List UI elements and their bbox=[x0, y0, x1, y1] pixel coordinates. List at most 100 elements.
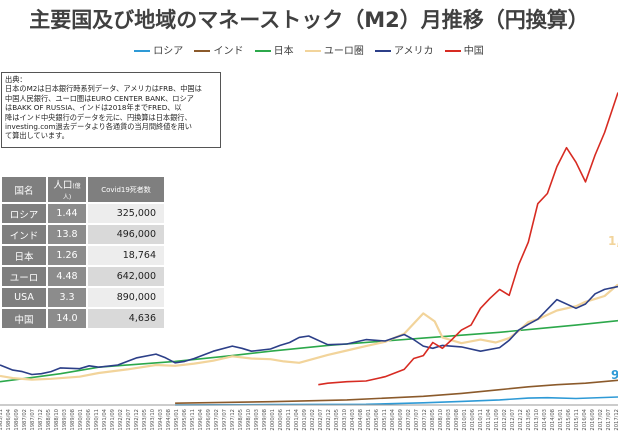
cell-covid-deaths: 642,000 bbox=[87, 266, 165, 287]
x-tick-label: 1994/08 bbox=[166, 409, 172, 431]
series-line-中国 bbox=[318, 92, 618, 386]
cell-country: USA bbox=[1, 287, 47, 308]
cell-population: 13.8 bbox=[47, 224, 87, 245]
x-tick-label: 1994/03 bbox=[158, 409, 164, 431]
x-tick-label: 2005/06 bbox=[374, 409, 380, 431]
cell-covid-deaths: 890,000 bbox=[87, 287, 165, 308]
header-country: 国名 bbox=[1, 176, 47, 203]
chart-legend: ロシア インド 日本 ユーロ圏 アメリカ 中国 bbox=[0, 42, 618, 57]
legend-item-india: インド bbox=[194, 42, 243, 57]
cell-population: 14.0 bbox=[47, 308, 87, 329]
x-tick-label: 2012/02 bbox=[502, 409, 508, 431]
value-label-russia: 9 bbox=[611, 368, 618, 382]
x-tick-label: 2005/01 bbox=[366, 409, 372, 431]
x-tick-label: 2000/06 bbox=[278, 409, 284, 431]
x-tick-label: 1988/10 bbox=[54, 409, 60, 431]
legend-item-china: 中国 bbox=[444, 42, 484, 57]
table-row: 中国 14.0 4,636 bbox=[1, 308, 165, 329]
x-tick-label: 1998/05 bbox=[238, 409, 244, 431]
x-tick-label: 2004/03 bbox=[350, 409, 356, 431]
x-tick-label: 1990/06 bbox=[86, 409, 92, 431]
x-tick-label: 2016/04 bbox=[582, 408, 588, 430]
x-tick-label: 1999/08 bbox=[262, 409, 268, 431]
x-tick-label: 1990/11 bbox=[94, 409, 100, 431]
source-note-line: 出典： bbox=[5, 75, 27, 84]
x-tick-label: 2017/12 bbox=[614, 409, 618, 431]
x-tick-label: 2017/02 bbox=[598, 409, 604, 431]
cell-population: 4.48 bbox=[47, 266, 87, 287]
legend-label-japan: 日本 bbox=[273, 46, 294, 57]
source-note-line: 中国人民銀行、ユーロ圏はEURO CENTER BANK、ロシア bbox=[5, 93, 194, 103]
x-tick-label: 2007/07 bbox=[414, 409, 420, 431]
x-tick-label: 1992/07 bbox=[126, 409, 132, 431]
x-tick-label: 2005/11 bbox=[382, 409, 388, 431]
x-tick-label: 1990/01 bbox=[78, 409, 84, 431]
source-note-line: はBAKK OF RUSSIA、インドは2018年までFRED、以 bbox=[5, 103, 182, 113]
x-tick-label: 2010/01 bbox=[462, 409, 468, 431]
table-row: インド 13.8 496,000 bbox=[1, 224, 165, 245]
header-population: 人口(億人) bbox=[47, 176, 87, 203]
x-tick-label: 2011/04 bbox=[486, 408, 492, 430]
x-tick-label: 1987/07 bbox=[30, 409, 36, 431]
legend-item-japan: 日本 bbox=[254, 42, 294, 57]
x-tick-label: 1993/10 bbox=[150, 409, 156, 431]
table-row: ロシア 1.44 325,000 bbox=[1, 203, 165, 224]
series-line-インド bbox=[175, 379, 618, 404]
x-tick-label: 1986/04 bbox=[6, 408, 12, 430]
x-tick-label: 2013/05 bbox=[526, 409, 532, 431]
x-tick-label: 1997/02 bbox=[214, 409, 220, 431]
cell-country: 日本 bbox=[1, 245, 47, 266]
x-tick-label: 1988/05 bbox=[46, 409, 52, 431]
x-tick-label: 1991/04 bbox=[102, 408, 108, 430]
legend-label-euro: ユーロ圏 bbox=[323, 46, 364, 57]
cell-country: インド bbox=[1, 224, 47, 245]
x-tick-label: 2012/07 bbox=[510, 409, 516, 431]
legend-swatch-russia bbox=[134, 50, 151, 52]
series-line-アメリカ bbox=[0, 285, 618, 376]
x-tick-label: 1996/09 bbox=[206, 409, 212, 431]
source-note-line: 降はインド中央銀行のデータを元に、円換算は日本銀行、 bbox=[5, 112, 192, 122]
x-tick-label: 1993/05 bbox=[142, 409, 148, 431]
legend-item-euro: ユーロ圏 bbox=[304, 42, 364, 57]
x-tick-label: 2007/02 bbox=[406, 409, 412, 431]
series-line-日本 bbox=[0, 319, 618, 383]
x-tick-label: 2000/11 bbox=[286, 409, 292, 431]
source-note-line: 日本のM2は日本銀行時系列データ、アメリカはFRB、中国は bbox=[5, 84, 202, 94]
x-tick-label: 1995/01 bbox=[174, 409, 180, 431]
x-tick-label: 1995/11 bbox=[190, 409, 196, 431]
cell-country: 中国 bbox=[1, 308, 47, 329]
x-tick-label: 2015/06 bbox=[566, 409, 572, 431]
cell-population: 3.3 bbox=[47, 287, 87, 308]
country-stats-table: 国名 人口(億人) Covid19死者数 ロシア 1.44 325,000 インド 1… bbox=[1, 176, 165, 329]
x-tick-label: 2007/12 bbox=[422, 409, 428, 431]
x-tick-label: 2015/01 bbox=[558, 409, 564, 431]
legend-label-usa: アメリカ bbox=[394, 46, 434, 57]
legend-swatch-japan bbox=[254, 50, 271, 52]
x-tick-label: 2010/11 bbox=[478, 409, 484, 431]
cell-covid-deaths: 496,000 bbox=[87, 224, 165, 245]
x-tick-label: 1986/09 bbox=[14, 409, 20, 431]
cell-population: 1.26 bbox=[47, 245, 87, 266]
cell-country: ロシア bbox=[1, 203, 47, 224]
cell-population: 1.44 bbox=[47, 203, 87, 224]
legend-label-china: 中国 bbox=[463, 46, 484, 57]
x-tick-label: 1997/12 bbox=[230, 409, 236, 431]
x-tick-label: 1995/06 bbox=[182, 409, 188, 431]
legend-swatch-usa bbox=[375, 50, 392, 52]
x-tick-label: 1987/12 bbox=[38, 409, 44, 431]
x-tick-label: 2013/10 bbox=[534, 409, 540, 431]
x-tick-label: 1992/12 bbox=[134, 409, 140, 431]
x-tick-label: 2001/09 bbox=[302, 409, 308, 431]
cell-covid-deaths: 4,636 bbox=[87, 308, 165, 329]
header-population-unit: (億人) bbox=[62, 183, 81, 201]
x-tick-label: 2010/06 bbox=[470, 409, 476, 431]
x-tick-label: 2017/07 bbox=[606, 409, 612, 431]
x-tick-label: 2009/03 bbox=[446, 409, 452, 431]
x-tick-label: 2014/08 bbox=[550, 409, 556, 431]
cell-covid-deaths: 325,000 bbox=[87, 203, 165, 224]
x-tick-label: 2014/03 bbox=[542, 409, 548, 431]
x-tick-label: 1992/02 bbox=[118, 409, 124, 431]
legend-label-russia: ロシア bbox=[153, 46, 184, 57]
legend-swatch-china bbox=[444, 50, 461, 52]
table-row: USA 3.3 890,000 bbox=[1, 287, 165, 308]
